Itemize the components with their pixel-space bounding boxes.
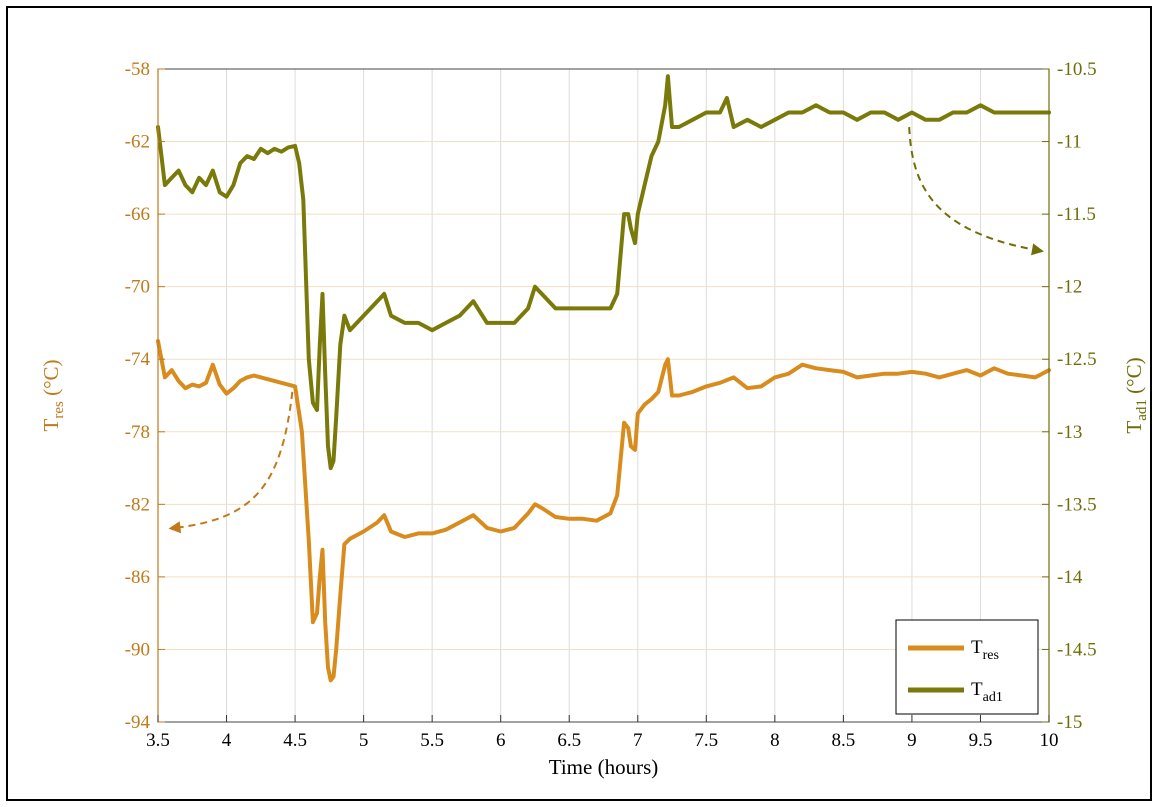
- right-y-tick-label-9: -15: [1057, 712, 1082, 733]
- annotation-arrowhead-1: [1031, 243, 1044, 256]
- right-y-tick-label-0: -10.5: [1057, 59, 1097, 80]
- legend: Tres Tad1: [895, 619, 1039, 715]
- legend-label-res-main: T: [971, 637, 983, 658]
- legend-label-res: Tres: [971, 637, 999, 663]
- left-y-label-unit: (°C): [39, 360, 63, 402]
- right-y-axis: -10.5 -11 -11.5 -12 -12.5 -13 -13.5 -14 -14.5 -15: [1042, 59, 1097, 733]
- right-y-axis-label: Tad1 (°C): [1122, 357, 1150, 433]
- series-line-ad1: [156, 74, 1051, 471]
- legend-box: [895, 619, 1039, 715]
- right-y-tick-label-6: -13.5: [1057, 494, 1097, 515]
- x-tick-label-5: 6: [496, 730, 506, 751]
- left-y-label-main: T: [39, 418, 63, 431]
- right-y-tick-label-7: -14: [1057, 567, 1083, 588]
- left-y-tick-label-1: -62: [125, 132, 150, 153]
- annotation-arrows: [168, 126, 1044, 534]
- left-y-tick-label-9: -94: [125, 712, 151, 733]
- x-tick-label-7: 7: [633, 730, 643, 751]
- dual-axis-line-chart: -58-62-66-70-74-78-82-86-90-94 -10.5-11-…: [39, 59, 1150, 779]
- left-y-tick-label-5: -78: [125, 422, 150, 443]
- x-tick-label-0: 3.5: [146, 730, 170, 751]
- x-axis-label: Time (hours): [549, 755, 658, 779]
- left-y-tick-label-8: -90: [125, 639, 150, 660]
- left-y-tick-label-4: -74: [125, 349, 151, 370]
- x-tick-label-1: 4: [222, 730, 232, 751]
- left-y-tick-label-0: -58: [125, 59, 150, 80]
- left-y-tick-label-7: -86: [125, 567, 150, 588]
- x-tick-label-2: 4.5: [283, 730, 307, 751]
- left-y-label-sub: res: [51, 401, 67, 419]
- series-lines: [156, 74, 1051, 683]
- right-y-tick-label-5: -13: [1057, 422, 1082, 443]
- right-y-tick-label-3: -12: [1057, 277, 1082, 298]
- x-tick-label-13: 10: [1040, 730, 1059, 751]
- legend-label-ad1: Tad1: [971, 679, 1003, 705]
- figure-frame: -58 -62 -66 -70 -74 -78 -82 -86 -90 -94 -10.5 -11-…: [6, 6, 1152, 801]
- right-y-tick-label-4: -12.5: [1057, 349, 1097, 370]
- series-line-res: [156, 339, 1051, 683]
- left-y-tick-label-2: -66: [125, 204, 150, 225]
- right-y-label-main: T: [1122, 421, 1146, 434]
- annotation-arrowhead-0: [168, 521, 182, 534]
- legend-label-ad1-main: T: [971, 679, 983, 700]
- x-tick-label-3: 5: [359, 730, 369, 751]
- x-tick-label-4: 5.5: [420, 730, 444, 751]
- left-y-axis-label: Tres (°C): [39, 360, 67, 432]
- right-y-tick-label-8: -14.5: [1057, 639, 1097, 660]
- left-y-axis: -58 -62 -66 -70 -74 -78 -82 -86 -90 -94: [125, 59, 165, 733]
- annotation-arrow-0: [174, 391, 294, 529]
- legend-label-ad1-sub: ad1: [983, 690, 1003, 705]
- x-tick-label-9: 8: [770, 730, 780, 751]
- right-y-tick-label-2: -11.5: [1057, 204, 1096, 225]
- x-axis: 3.5 4 4.5 5 5.5 6 6.5 7 7.5 8 8.5 9 9.5 10: [146, 715, 1059, 751]
- left-y-tick-label-3: -70: [125, 277, 150, 298]
- right-y-label-unit: (°C): [1122, 357, 1146, 399]
- legend-label-res-sub: res: [983, 648, 999, 663]
- right-y-label-sub: ad1: [1134, 399, 1150, 421]
- x-tick-label-8: 7.5: [694, 730, 718, 751]
- right-y-tick-label-1: -11: [1057, 132, 1082, 153]
- left-y-tick-label-6: -82: [125, 494, 150, 515]
- x-tick-label-6: 6.5: [557, 730, 581, 751]
- x-tick-label-10: 8.5: [832, 730, 856, 751]
- annotation-arrow-1: [908, 126, 1039, 252]
- x-tick-label-12: 9.5: [969, 730, 993, 751]
- x-tick-label-11: 9: [907, 730, 917, 751]
